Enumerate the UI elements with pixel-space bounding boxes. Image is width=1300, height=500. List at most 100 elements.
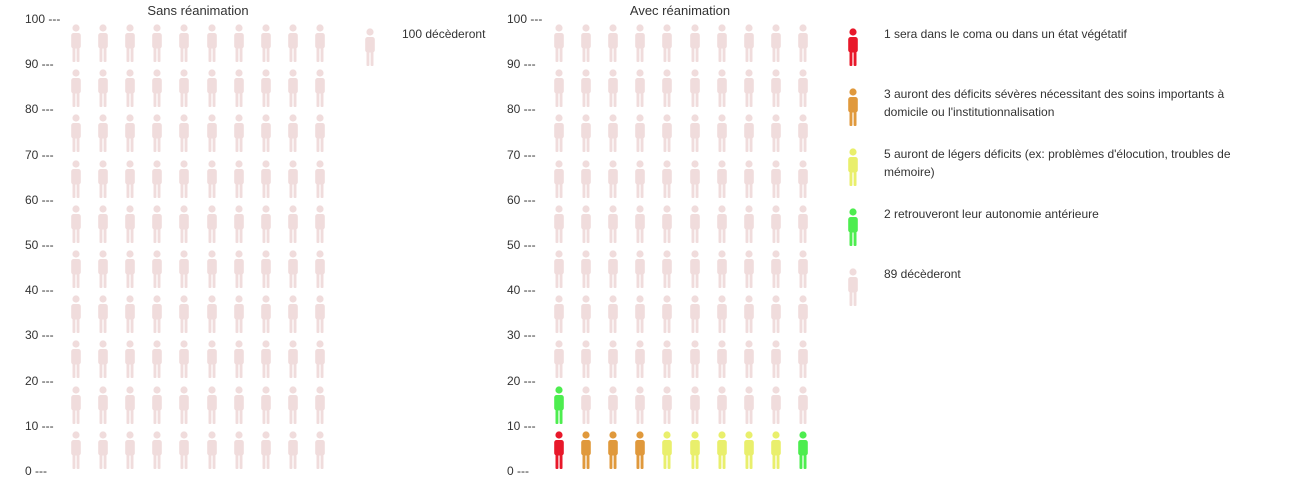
person-icon-deceased (554, 250, 564, 288)
person-icon-deceased (206, 114, 217, 153)
person-icon-deceased (179, 159, 190, 198)
person-icon-deceased (315, 250, 325, 288)
person-icon-deceased (287, 250, 298, 288)
person-icon-deceased (206, 205, 217, 243)
person-icon-deceased (315, 205, 325, 243)
person-icon-deceased (233, 250, 244, 288)
person-icon-deceased (233, 295, 244, 334)
person-icon-deceased (71, 69, 81, 108)
person-icon-deceased (635, 159, 646, 198)
person-icon-deceased (716, 295, 727, 334)
person-icon-deceased (581, 24, 591, 62)
person-icon-deceased (635, 69, 646, 108)
person-icon-deceased (554, 295, 564, 334)
person-icon-deceased (125, 295, 135, 334)
person-icon-coma (554, 431, 564, 469)
person-icon-deceased (260, 24, 271, 62)
person-icon-deceased (689, 385, 700, 424)
person-icon-deceased (662, 69, 673, 108)
person-icon-deceased (315, 69, 325, 108)
person-icon-deceased (743, 114, 754, 153)
person-icon-deceased (798, 24, 808, 62)
person-icon-deceased (798, 340, 808, 379)
person-icon-deceased (260, 385, 271, 424)
person-icon-deceased (716, 250, 727, 288)
person-icon-deceased (315, 159, 325, 198)
person-icon-deceased (152, 431, 163, 469)
person-icon-deceased (179, 24, 190, 62)
person-icon-deceased (554, 159, 564, 198)
person-icon-deceased (743, 250, 754, 288)
person-icon-deceased (125, 431, 135, 469)
person-icon-severe (581, 431, 591, 469)
person-icon-deceased (287, 431, 298, 469)
person-icon-deceased (152, 385, 163, 424)
person-icon-deceased (315, 295, 325, 334)
person-icon-deceased (770, 114, 781, 153)
person-icon-deceased (71, 340, 81, 379)
person-icon-deceased (662, 24, 673, 62)
legend-label-autonomy: 2 retrouveront leur autonomie antérieure (884, 207, 1099, 221)
person-icon-deceased (233, 69, 244, 108)
person-icon-deceased (125, 159, 135, 198)
legend-person-icon-deceased (848, 268, 858, 306)
person-icon-deceased (206, 431, 217, 469)
person-icon-deceased (798, 295, 808, 334)
person-icon-deceased (179, 114, 190, 153)
legend-person-icon-severe (848, 88, 858, 126)
person-icon-deceased (662, 159, 673, 198)
person-icon-deceased (98, 431, 108, 469)
legend-person-icon-mild (848, 148, 858, 186)
person-icon-mild (716, 431, 727, 469)
legend-person-icon-autonomy (848, 208, 858, 246)
person-icon-deceased (608, 295, 618, 334)
y-tick-label: 50 --- (507, 238, 536, 252)
person-icon-deceased (125, 24, 135, 62)
person-icon-deceased (581, 295, 591, 334)
person-icon-deceased (770, 340, 781, 379)
person-icon-deceased (71, 159, 81, 198)
person-icon-deceased (581, 340, 591, 379)
person-icon-deceased (716, 159, 727, 198)
person-icon-deceased (662, 250, 673, 288)
person-icon-deceased (315, 340, 325, 379)
person-icon-deceased (152, 295, 163, 334)
person-icon-deceased (689, 250, 700, 288)
person-icon-deceased (770, 159, 781, 198)
person-icon-deceased (315, 431, 325, 469)
person-icon-deceased (260, 250, 271, 288)
person-icon-deceased (206, 340, 217, 379)
person-icon-deceased (743, 69, 754, 108)
person-icon-deceased (716, 24, 727, 62)
person-icon-deceased (206, 295, 217, 334)
person-icon-deceased (716, 114, 727, 153)
legend-label-coma: 1 sera dans le coma ou dans un état végé… (884, 27, 1127, 41)
person-icon-deceased (662, 340, 673, 379)
person-icon-deceased (71, 431, 81, 469)
person-icon-deceased (608, 385, 618, 424)
person-icon-deceased (98, 295, 108, 334)
person-icon-deceased (798, 205, 808, 243)
y-tick-label: 30 --- (25, 328, 54, 343)
y-tick-label: 80 --- (25, 102, 54, 117)
person-icon-deceased (689, 295, 700, 334)
person-icon-deceased (98, 114, 108, 153)
person-icon-deceased (770, 69, 781, 108)
person-icon-deceased (233, 340, 244, 379)
person-icon-deceased (689, 114, 700, 153)
person-icon-deceased (581, 205, 591, 243)
person-icon-deceased (206, 159, 217, 198)
legend-label-deceased: 89 décèderont (884, 267, 961, 281)
y-tick-label: 90 --- (25, 57, 54, 72)
person-icon-deceased (554, 69, 564, 108)
person-icon-deceased (770, 385, 781, 424)
y-tick-label: 60 --- (25, 192, 54, 207)
person-icon-deceased (608, 205, 618, 243)
legend-label-mild: 5 auront de légers déficits (ex: problèm… (884, 147, 1231, 179)
person-icon-deceased (152, 69, 163, 108)
person-icon-deceased (71, 250, 81, 288)
person-icon-deceased (716, 385, 727, 424)
person-icon-deceased (71, 295, 81, 334)
y-tick-label: 20 --- (25, 373, 54, 388)
person-icon-deceased (689, 159, 700, 198)
